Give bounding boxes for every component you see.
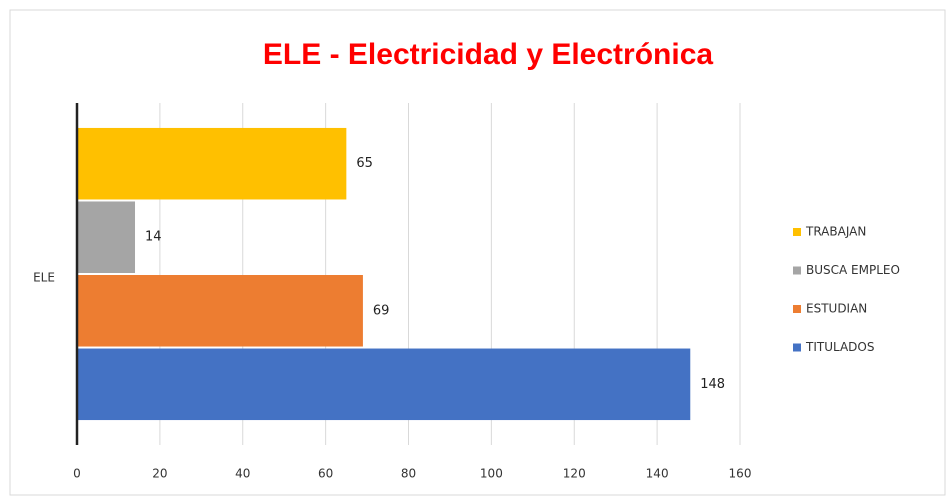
legend-swatch (793, 266, 801, 275)
x-tick-label: 60 (318, 467, 333, 481)
legend-label: BUSCA EMPLEO (806, 263, 900, 277)
y-tick-label: ELE (33, 271, 55, 285)
x-tick-label: 120 (563, 467, 586, 481)
bar (77, 348, 691, 421)
x-tick-label: 160 (729, 467, 752, 481)
bar (77, 127, 347, 200)
value-label: 69 (373, 303, 390, 318)
legend-label: ESTUDIAN (806, 302, 867, 316)
bar (77, 201, 136, 273)
legend-swatch (793, 228, 801, 236)
value-label: 14 (145, 230, 162, 245)
x-tick-label: 20 (152, 467, 167, 481)
legend-label: TITULADOS (805, 340, 874, 354)
value-label: 65 (356, 156, 373, 171)
bar (77, 275, 363, 347)
x-tick-label: 100 (480, 467, 503, 481)
x-tick-label: 0 (73, 467, 81, 481)
legend-swatch (793, 343, 801, 352)
x-tick-label: 80 (401, 467, 416, 481)
value-label: 148 (700, 377, 725, 392)
x-tick-label: 40 (235, 467, 250, 481)
legend-label: TRABAJAN (805, 225, 866, 239)
x-tick-label: 140 (646, 467, 669, 481)
chart-border (9, 9, 946, 496)
legend-swatch (793, 305, 801, 313)
chart-title: ELE - Electricidad y Electrónica (263, 38, 713, 71)
